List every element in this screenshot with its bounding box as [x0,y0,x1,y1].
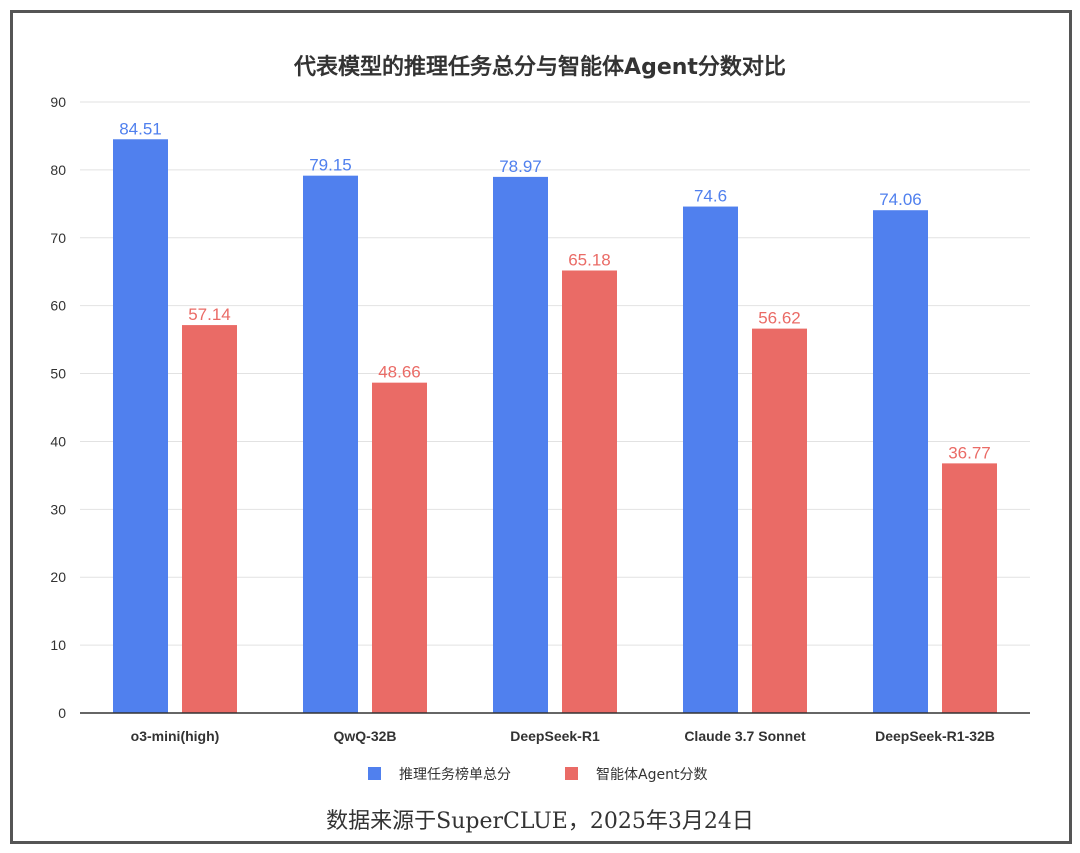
data-label: 48.66 [378,363,421,382]
y-tick-label: 50 [50,366,66,382]
bar-reasoning [683,206,738,713]
bar-agent [562,270,617,713]
data-source-note: 数据来源于SuperCLUE，2025年3月24日 [326,809,754,834]
data-label: 84.51 [119,119,162,138]
legend-swatch [368,767,381,780]
bar-reasoning [873,210,928,713]
data-label: 56.62 [758,309,801,328]
y-tick-label: 80 [50,162,66,178]
y-tick-label: 10 [50,637,66,653]
x-tick-label: QwQ-32B [333,728,396,744]
data-label: 78.97 [499,157,542,176]
y-tick-label: 70 [50,230,66,246]
x-tick-label: DeepSeek-R1-32B [875,728,995,744]
y-tick-label: 40 [50,433,66,449]
x-tick-label: Claude 3.7 Sonnet [684,728,806,744]
y-tick-label: 0 [58,705,66,721]
y-tick-label: 60 [50,298,66,314]
data-label: 65.18 [568,251,611,270]
bar-agent [942,463,997,713]
bar-agent [372,382,427,713]
bar-agent [752,328,807,713]
y-tick-label: 20 [50,569,66,585]
x-tick-label: o3-mini(high) [131,728,220,744]
chart-title: 代表模型的推理任务总分与智能体Agent分数对比 [293,54,786,80]
x-tick-label: DeepSeek-R1 [510,728,600,744]
data-label: 74.6 [694,187,727,206]
bar-reasoning [113,139,168,713]
bar-reasoning [303,175,358,714]
y-tick-label: 90 [50,94,66,110]
bar-agent [182,325,237,713]
legend-label: 智能体Agent分数 [596,767,707,783]
y-tick-label: 30 [50,501,66,517]
bar-reasoning [493,176,548,713]
data-label: 74.06 [879,190,922,209]
data-label: 57.14 [188,305,231,324]
data-label: 36.77 [948,443,991,462]
data-label: 79.15 [309,156,352,175]
legend-label: 推理任务榜单总分 [399,766,511,783]
legend-swatch [565,767,578,780]
